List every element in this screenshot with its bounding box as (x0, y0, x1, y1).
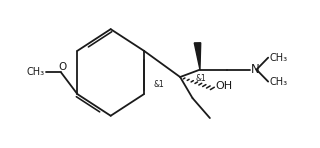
Text: &1: &1 (153, 80, 164, 89)
Text: CH₃: CH₃ (269, 77, 288, 87)
Text: N: N (251, 63, 260, 76)
Text: &1: &1 (196, 74, 206, 83)
Text: OH: OH (215, 81, 232, 91)
Polygon shape (194, 43, 201, 70)
Text: CH₃: CH₃ (269, 53, 288, 63)
Text: O: O (58, 62, 66, 72)
Text: CH₃: CH₃ (27, 67, 45, 77)
